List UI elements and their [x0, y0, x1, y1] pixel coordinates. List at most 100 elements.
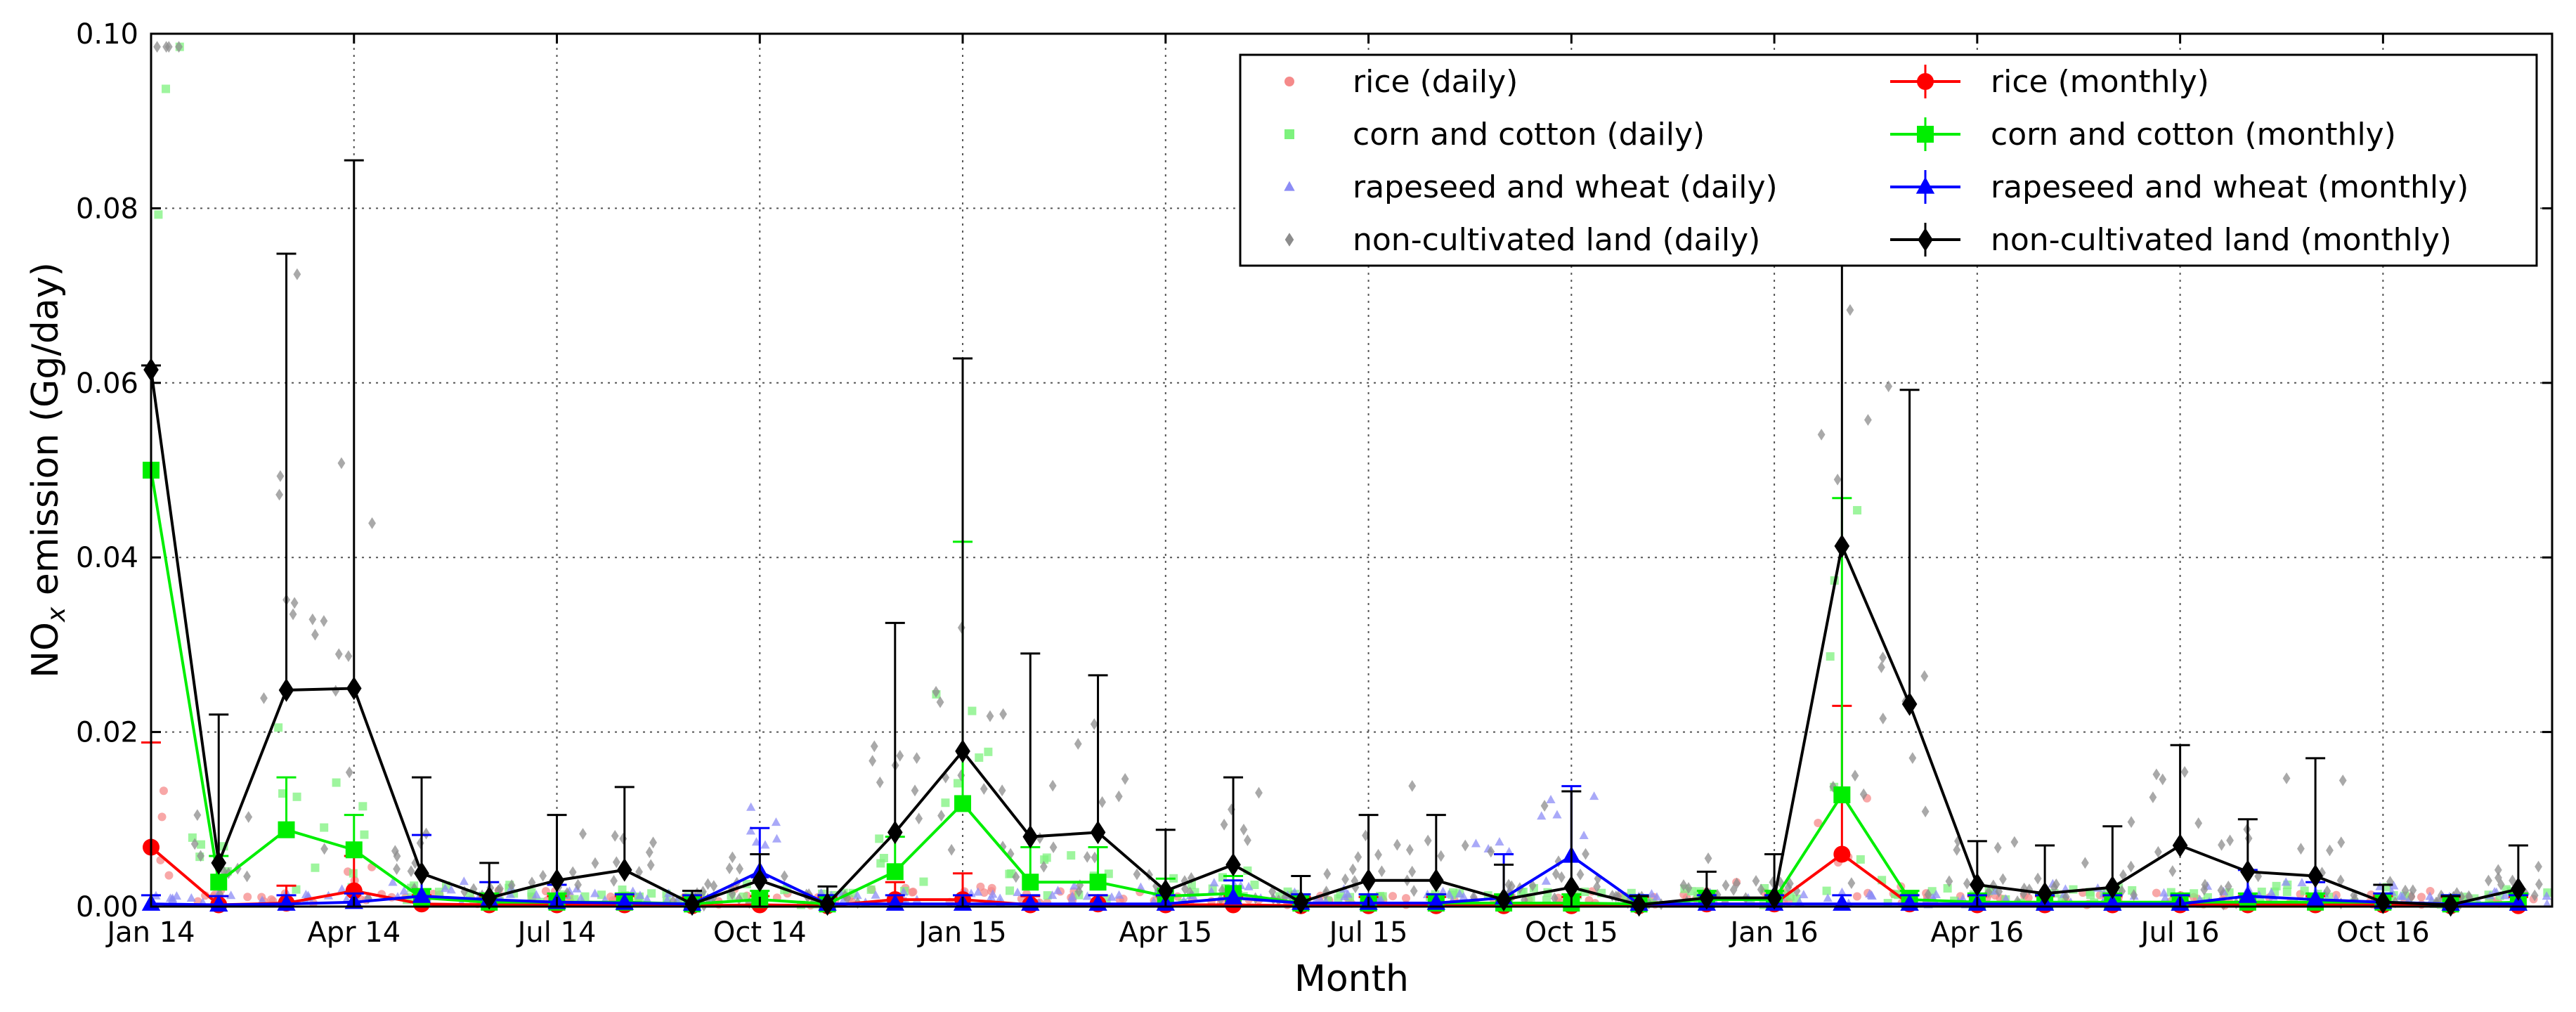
daily-point: [988, 889, 998, 898]
daily-point: [612, 856, 620, 869]
daily-point: [957, 769, 965, 781]
daily-point: [728, 883, 736, 895]
legend-marker: [1917, 73, 1934, 90]
daily-point: [987, 883, 996, 893]
daily-point: [2218, 838, 2225, 851]
series-marker: [819, 892, 835, 916]
x-tick-label: Jan 16: [1728, 916, 1818, 949]
daily-point: [2062, 890, 2070, 903]
daily-point: [2542, 891, 2551, 900]
daily-point: [2081, 857, 2089, 869]
daily-point: [1684, 882, 1693, 894]
daily-point: [1920, 670, 1929, 682]
daily-point: [1348, 863, 1357, 876]
daily-point: [1311, 895, 1321, 904]
daily-point: [1378, 865, 1386, 878]
daily-point: [1776, 876, 1785, 889]
daily-point: [1006, 886, 1015, 895]
daily-point: [334, 648, 343, 661]
daily-point: [937, 810, 945, 822]
daily-point: [358, 802, 367, 811]
daily-point: [968, 706, 977, 715]
daily-point: [2282, 888, 2291, 897]
daily-point: [368, 517, 376, 529]
daily-point: [2130, 889, 2138, 901]
daily-point: [407, 865, 415, 877]
daily-point: [1829, 781, 1837, 793]
monthly-series: [141, 159, 2528, 917]
series-marker: [2172, 833, 2188, 857]
daily-point: [416, 837, 424, 850]
legend-marker: [1918, 228, 1933, 252]
daily-point: [2395, 891, 2406, 900]
series-marker: [1089, 874, 1107, 891]
series-marker: [1833, 845, 1851, 863]
daily-point: [875, 834, 884, 843]
daily-point: [913, 752, 921, 765]
daily-point: [2401, 884, 2409, 897]
daily-point: [2159, 773, 2167, 786]
daily-point: [1908, 752, 1917, 765]
daily-point: [1244, 881, 1254, 890]
daily-point: [1410, 885, 1418, 897]
daily-point: [1408, 865, 1417, 878]
daily-point: [2426, 886, 2435, 895]
y-tick-label: 0.10: [76, 18, 138, 51]
daily-point: [984, 747, 993, 756]
legend-marker: [1284, 181, 1295, 191]
daily-point: [1374, 848, 1382, 861]
daily-point: [1067, 891, 1077, 900]
series-marker: [2238, 885, 2258, 903]
daily-point: [2297, 878, 2307, 887]
daily-point: [1074, 885, 1083, 897]
series-corn-and-cotton-monthly-: [141, 364, 2528, 913]
series-marker: [1360, 868, 1377, 893]
series-marker: [278, 821, 295, 838]
daily-point: [290, 597, 299, 609]
series-marker: [1225, 852, 1241, 877]
y-tick-label: 0.08: [76, 193, 138, 225]
daily-point: [647, 889, 656, 898]
daily-point: [1250, 881, 1259, 890]
daily-point: [1579, 831, 1589, 840]
daily-point: [1005, 869, 1014, 878]
daily-point: [1083, 850, 1091, 863]
daily-point: [999, 708, 1008, 720]
legend-label: rice (monthly): [1991, 64, 2209, 100]
daily-point: [646, 859, 655, 871]
daily-point: [986, 710, 994, 722]
daily-point: [2457, 890, 2466, 903]
daily-point: [1826, 652, 1835, 661]
daily-point: [301, 890, 311, 899]
daily-point: [866, 885, 876, 894]
daily-point: [2350, 889, 2358, 902]
daily-point: [1098, 796, 1107, 808]
x-axis-title: Month: [1294, 958, 1409, 1000]
daily-point: [728, 851, 736, 864]
daily-point: [1107, 892, 1117, 901]
series-marker: [278, 678, 294, 702]
series-marker: [1631, 893, 1647, 917]
y-axis-title: NOx emission (Gg/day): [25, 262, 71, 678]
daily-point: [2200, 883, 2209, 896]
daily-point: [1589, 791, 1599, 800]
daily-point: [896, 749, 904, 762]
x-tick-label: Oct 15: [1525, 916, 1618, 949]
daily-point: [1541, 876, 1551, 885]
daily-point: [243, 893, 252, 902]
series-line: [150, 469, 2518, 906]
x-tick-label: Oct 16: [2336, 916, 2430, 949]
series-marker: [2308, 864, 2323, 888]
daily-point: [1209, 878, 1219, 887]
daily-point: [1785, 877, 1794, 890]
x-tick-label: Apr 15: [1119, 916, 1212, 949]
daily-point: [1053, 885, 1063, 895]
daily-point: [1851, 770, 1859, 782]
daily-point: [669, 895, 677, 907]
daily-point: [344, 650, 353, 663]
daily-point: [919, 877, 928, 886]
daily-point: [1943, 884, 1952, 893]
daily-point: [606, 893, 615, 902]
daily-point: [162, 84, 171, 93]
daily-point: [2001, 894, 2011, 903]
